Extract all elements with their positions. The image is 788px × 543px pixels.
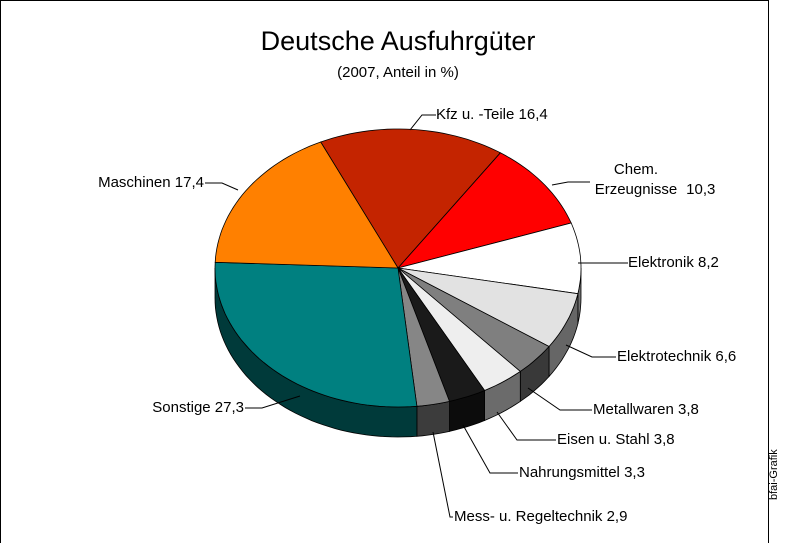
- value-label: 10,3: [686, 181, 716, 198]
- value-label: 8,2: [698, 254, 719, 271]
- slice: [397, 267, 550, 372]
- slice-side: [416, 400, 450, 437]
- slice-label: Maschinen 17,4: [98, 173, 204, 193]
- value-label: 3,3: [624, 464, 645, 481]
- credit: bfai-Grafik: [768, 449, 780, 500]
- category-label: Maschinen: [98, 174, 171, 191]
- leader-line: [245, 395, 301, 409]
- category-label: Kfz u. -Teile: [436, 106, 515, 123]
- value-label: 3,8: [678, 401, 699, 418]
- category-label: Mess- u. Regeltechnik: [454, 508, 603, 525]
- slice-label: Elektronik 8,2: [628, 253, 719, 273]
- chart-subtitle: (2007, Anteil in %): [337, 64, 459, 81]
- category-label: Sonstige: [152, 399, 211, 416]
- value-label: 16,4: [518, 106, 548, 123]
- leader-line: [462, 424, 518, 474]
- leader-line: [565, 344, 616, 358]
- slice: [397, 267, 579, 347]
- category-label: Nahrungsmittel: [519, 464, 620, 481]
- slice-label: Sonstige 27,3: [152, 398, 244, 418]
- slice: [397, 222, 582, 295]
- leader-line: [551, 181, 590, 186]
- slice: [214, 261, 418, 408]
- leader-line: [432, 431, 453, 518]
- slice: [214, 141, 399, 269]
- slice: [397, 267, 486, 402]
- slice: [396, 152, 572, 269]
- slice: [397, 267, 521, 391]
- category-label: Elektronik: [628, 254, 694, 271]
- leader-line: [409, 114, 436, 131]
- slice-label: Kfz u. -Teile 16,4: [436, 105, 548, 125]
- slice-label: Chem. Erzeugnisse 10,3: [590, 160, 716, 200]
- frame: [0, 0, 769, 543]
- leader-line: [527, 387, 592, 411]
- category-label: Metallwaren: [593, 401, 674, 418]
- slice: [320, 128, 502, 269]
- category-label: Elektrotechnik: [617, 348, 712, 365]
- value-label: 27,3: [214, 399, 244, 416]
- value-label: 2,9: [606, 508, 628, 525]
- category-label: Eisen u. Stahl: [557, 431, 650, 448]
- slice: [397, 267, 451, 407]
- value-label: 3,8: [653, 431, 675, 448]
- category-label: Chem. Erzeugnisse: [594, 161, 678, 198]
- leader-line: [205, 182, 239, 191]
- value-label: 6,6: [715, 348, 737, 365]
- slice-label: Mess- u. Regeltechnik 2,9: [454, 507, 627, 527]
- slice-label: Elektrotechnik 6,6: [617, 347, 736, 367]
- slice-label: Eisen u. Stahl 3,8: [557, 430, 675, 450]
- chart-title: Deutsche Ausfuhrgüter: [260, 26, 536, 56]
- slice-label: Nahrungsmittel 3,3: [519, 463, 645, 483]
- slice-label: Metallwaren 3,8: [593, 400, 699, 420]
- value-label: 17,4: [174, 174, 204, 191]
- leader-line: [496, 411, 556, 441]
